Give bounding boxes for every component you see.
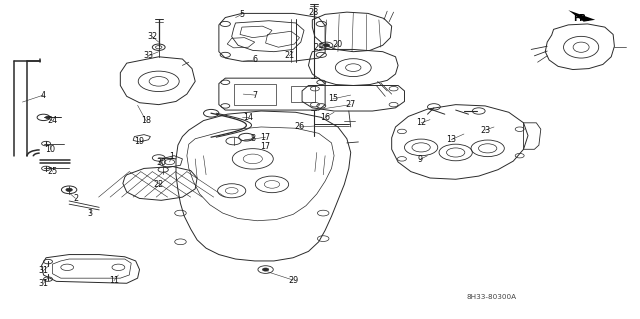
Text: 8H33-80300A: 8H33-80300A (467, 294, 516, 300)
Text: 15: 15 (328, 94, 338, 103)
Text: 6: 6 (252, 56, 257, 64)
Text: 19: 19 (134, 137, 145, 146)
Text: 17: 17 (260, 133, 271, 142)
Text: 14: 14 (243, 113, 253, 122)
Text: 31: 31 (38, 266, 49, 275)
Text: FR.: FR. (573, 14, 589, 23)
Text: 12: 12 (416, 118, 426, 127)
Text: 22: 22 (154, 180, 164, 189)
Circle shape (66, 188, 72, 191)
Text: 3: 3 (87, 209, 92, 218)
Text: 10: 10 (45, 145, 55, 154)
Text: 18: 18 (141, 116, 151, 125)
Text: 16: 16 (320, 113, 330, 122)
Text: 17: 17 (260, 142, 271, 151)
Text: 32: 32 (147, 32, 157, 41)
Text: 8: 8 (250, 134, 255, 143)
Text: 13: 13 (446, 135, 456, 144)
Text: 20: 20 (333, 40, 343, 49)
Circle shape (45, 116, 51, 119)
Text: 23: 23 (480, 126, 490, 135)
Text: 11: 11 (109, 276, 119, 285)
Polygon shape (568, 10, 595, 22)
Text: 30: 30 (156, 158, 166, 167)
Text: 5: 5 (239, 10, 244, 19)
Text: 4: 4 (41, 91, 46, 100)
Text: 21: 21 (284, 51, 294, 60)
Text: 29: 29 (288, 276, 298, 285)
Text: 25: 25 (47, 167, 58, 176)
Text: 28: 28 (308, 8, 319, 17)
Circle shape (262, 268, 269, 271)
Text: 33: 33 (143, 51, 154, 60)
Circle shape (323, 44, 330, 47)
Text: 7: 7 (252, 91, 257, 100)
Text: 29: 29 (314, 43, 324, 52)
Text: 24: 24 (47, 116, 58, 125)
Text: 31: 31 (38, 279, 49, 288)
Text: 1: 1 (169, 152, 174, 161)
Text: 26: 26 (294, 122, 305, 131)
Text: 2: 2 (73, 194, 78, 203)
Text: 9: 9 (417, 155, 422, 164)
Text: 27: 27 (346, 100, 356, 109)
